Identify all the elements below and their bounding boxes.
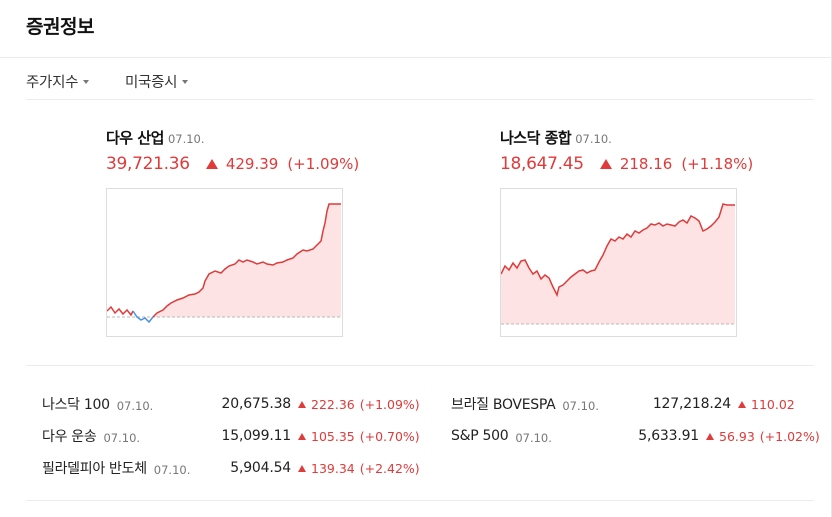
card-values: 18,647.45 218.16 (+1.18%) <box>500 154 753 174</box>
up-triangle-icon <box>599 159 612 169</box>
row-value: 127,218.24 <box>652 396 731 412</box>
filter-divider <box>26 99 814 100</box>
row-value: 5,904.54 <box>230 460 291 476</box>
title-divider <box>0 57 832 58</box>
dropdown-index-type-label: 주가지수 <box>26 75 79 91</box>
row-value: 20,675.38 <box>221 396 292 412</box>
caret-down-icon <box>83 80 90 84</box>
card-header: 다우 산업 07.10. <box>106 127 205 148</box>
row-date: 07.10. <box>515 430 552 445</box>
card-percent: (+1.09%) <box>287 155 360 173</box>
list-divider <box>26 365 814 366</box>
sparkline-line-up <box>501 203 735 298</box>
sparkline-line-up <box>107 305 134 317</box>
up-triangle-icon <box>298 464 306 472</box>
card-value: 39,721.36 <box>106 154 190 174</box>
row-name: 다우 운송 <box>42 429 97 445</box>
row-change: 110.02 <box>738 397 795 412</box>
card-value: 18,647.45 <box>500 154 584 174</box>
row-percent: (+2.42%) <box>359 460 420 476</box>
section-title: 증권정보 <box>26 16 94 38</box>
row-date: 07.10. <box>103 430 141 445</box>
up-triangle-icon <box>706 432 714 440</box>
card-name: 다우 산업 <box>106 129 164 147</box>
row-change: 222.36 (+1.09%) <box>298 397 420 412</box>
index-row-nasdaq100[interactable]: 나스닥 100 07.10. 20,675.38 222.36 (+1.09%) <box>42 392 427 416</box>
index-row-dow-transport[interactable]: 다우 운송 07.10. 15,099.11 105.35 (+0.70%) <box>42 424 427 448</box>
up-triangle-icon <box>298 432 306 440</box>
row-percent: (+0.70%) <box>359 428 420 444</box>
dropdown-market-label: 미국증시 <box>125 75 178 91</box>
card-date: 07.10. <box>575 132 612 146</box>
row-date: 07.10. <box>562 398 599 413</box>
card-change: 218.16 <box>619 155 673 173</box>
row-change: 56.93 (+1.02%) <box>706 429 820 444</box>
card-date: 07.10. <box>167 132 205 146</box>
sparkline-line-down <box>132 310 154 324</box>
row-change-value: 105.35 <box>311 428 355 444</box>
row-date: 07.10. <box>153 462 191 477</box>
card-header: 나스닥 종합 07.10. <box>500 127 612 148</box>
sparkline-line-up <box>152 203 341 318</box>
dropdown-index-type[interactable]: 주가지수 <box>26 71 90 92</box>
index-row-bovespa[interactable]: 브라질 BOVESPA 07.10. 127,218.24 110.02 <box>451 392 826 416</box>
index-card-nasdaq[interactable]: 나스닥 종합 07.10. 18,647.45 218.16 (+1.18%) <box>500 127 820 342</box>
row-value: 15,099.11 <box>221 428 292 444</box>
row-value: 5,633.91 <box>638 428 699 444</box>
row-change: 139.34 (+2.42%) <box>298 461 420 476</box>
up-triangle-icon <box>298 400 306 408</box>
row-change-value: 110.02 <box>751 396 795 412</box>
row-change-value: 139.34 <box>311 460 355 476</box>
up-triangle-icon <box>205 159 218 169</box>
row-name: S&P 500 <box>451 428 509 444</box>
row-change: 105.35 (+0.70%) <box>298 429 420 444</box>
card-values: 39,721.36 429.39 (+1.09%) <box>106 154 359 174</box>
sparkline-chart-nasdaq <box>500 188 737 337</box>
sparkline-area <box>501 204 735 324</box>
card-change: 429.39 <box>225 155 279 173</box>
card-name: 나스닥 종합 <box>500 129 572 147</box>
card-percent: (+1.18%) <box>681 155 754 173</box>
row-percent: (+1.02%) <box>759 428 820 444</box>
up-triangle-icon <box>738 400 746 408</box>
sparkline-chart-dow <box>106 188 343 337</box>
index-row-sox[interactable]: 필라델피아 반도체 07.10. 5,904.54 139.34 (+2.42%… <box>42 456 427 480</box>
index-card-dow[interactable]: 다우 산업 07.10. 39,721.36 429.39 (+1.09%) <box>106 127 446 342</box>
index-row-sp500[interactable]: S&P 500 07.10. 5,633.91 56.93 (+1.02%) <box>451 424 826 448</box>
dropdown-market[interactable]: 미국증시 <box>125 71 189 92</box>
row-percent: (+1.09%) <box>359 396 420 412</box>
row-name: 브라질 BOVESPA <box>451 397 556 413</box>
caret-down-icon <box>182 80 189 84</box>
bottom-divider <box>26 500 814 501</box>
row-name: 필라델피아 반도체 <box>42 461 147 477</box>
row-name: 나스닥 100 <box>42 397 110 413</box>
row-change-value: 56.93 <box>719 428 755 444</box>
row-change-value: 222.36 <box>311 396 355 412</box>
row-date: 07.10. <box>116 398 154 413</box>
